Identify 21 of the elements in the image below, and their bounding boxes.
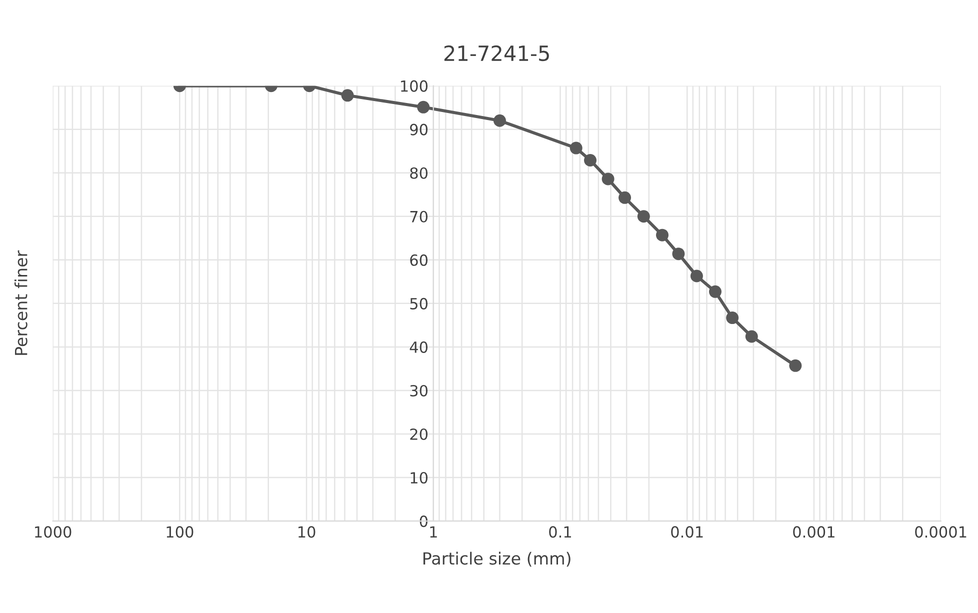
x-tick-label: 1 (430, 526, 437, 538)
x-tick-label: 100 (166, 526, 194, 538)
x-tick-label: 0.001 (793, 526, 834, 538)
x-axis-title: Particle size (mm) (423, 552, 570, 567)
y-tick-label: 70 (410, 210, 428, 222)
y-tick-label: 90 (410, 124, 428, 136)
x-tick-label: 1000 (35, 526, 72, 538)
x-tick-label: 0.1 (549, 526, 571, 538)
chart-title: 21-7241-5 (444, 45, 549, 62)
x-tick-label: 10 (298, 526, 316, 538)
y-tick-label: 100 (401, 80, 428, 92)
y-tick-label: 10 (410, 472, 428, 484)
y-tick-label: 60 (410, 254, 428, 266)
x-tick-label: 0.01 (671, 526, 703, 538)
y-tick-label: 20 (410, 428, 428, 440)
x-tick-label: 0.0001 (915, 526, 966, 538)
y-tick-label: 30 (410, 384, 428, 397)
y-tick-label: 50 (410, 298, 428, 310)
y-tick-label: 80 (410, 167, 428, 179)
y-axis-title: Percent finer (14, 250, 28, 355)
y-tick-label: 40 (410, 341, 428, 353)
